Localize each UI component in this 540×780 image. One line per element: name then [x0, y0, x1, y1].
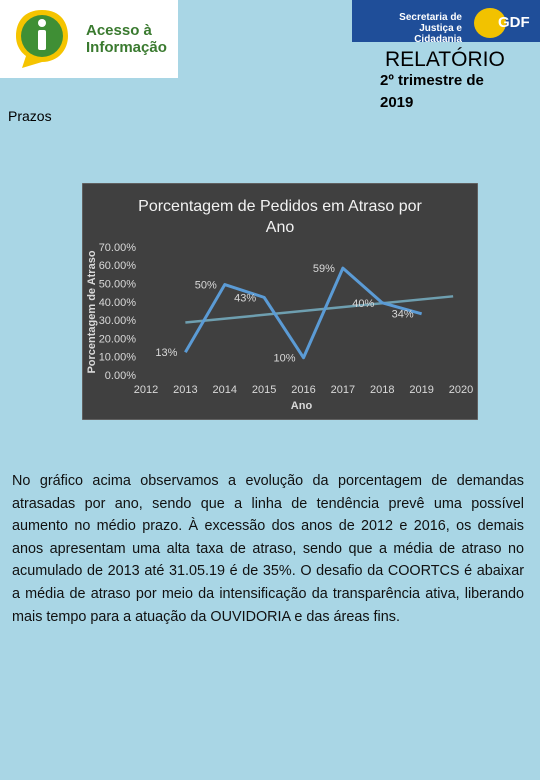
logo-icon — [16, 10, 68, 68]
agency-banner: Secretaria de Justiça e Cidadania GDF — [352, 0, 540, 45]
y-tick-label: 60.00% — [99, 260, 137, 272]
agency-line: Secretaria de — [399, 12, 462, 23]
x-tick-label: 2020 — [449, 384, 473, 396]
y-tick-label: 30.00% — [99, 315, 137, 327]
logo-box: Acesso à Informação — [0, 0, 178, 78]
x-tick-label: 2014 — [213, 384, 237, 396]
data-label: 50% — [195, 279, 217, 291]
agency-line: Justiça e Cidadania — [414, 23, 462, 45]
y-axis-title: Porcentagem de Atraso — [86, 250, 98, 373]
report-period: 2º trimestre de 2019 — [380, 72, 484, 111]
logo-text: Acesso à Informação — [86, 22, 167, 56]
y-tick-label: 50.00% — [99, 278, 137, 290]
y-tick-label: 70.00% — [99, 242, 137, 254]
data-label: 59% — [313, 263, 335, 275]
data-line — [184, 266, 423, 360]
agency-name: Secretaria de Justiça e Cidadania — [390, 12, 462, 45]
data-label: 34% — [392, 309, 414, 321]
report-title: RELATÓRIO — [385, 48, 505, 71]
x-tick-label: 2016 — [291, 384, 315, 396]
x-tick-label: 2012 — [134, 384, 158, 396]
agency-brand: GDF — [498, 14, 530, 31]
x-tick-label: 2019 — [409, 384, 433, 396]
x-tick-label: 2015 — [252, 384, 276, 396]
chart: Porcentagem de Pedidos em Atraso por Ano P… — [82, 183, 478, 420]
x-tick-label: 2017 — [331, 384, 355, 396]
data-label: 40% — [352, 298, 374, 310]
section-label: Prazos — [8, 108, 52, 124]
x-tick-label: 2018 — [370, 384, 394, 396]
data-label: 43% — [234, 292, 256, 304]
y-tick-label: 0.00% — [105, 370, 136, 382]
agency-emblem — [474, 8, 506, 38]
x-tick-label: 2013 — [173, 384, 197, 396]
data-label: 10% — [273, 353, 295, 365]
y-tick-label: 10.00% — [99, 352, 137, 364]
logo-line: Acesso à — [86, 22, 152, 39]
y-tick-label: 20.00% — [99, 333, 137, 345]
trend-line — [185, 295, 454, 324]
paragraph: No gráfico acima observamos a evolução d… — [12, 473, 524, 625]
chart-title: Porcentagem de Pedidos em Atraso por Ano — [138, 198, 422, 236]
data-label: 13% — [155, 347, 177, 359]
x-axis-title: Ano — [291, 400, 313, 412]
y-tick-label: 40.00% — [99, 297, 137, 309]
logo-line: Informação — [86, 39, 167, 56]
